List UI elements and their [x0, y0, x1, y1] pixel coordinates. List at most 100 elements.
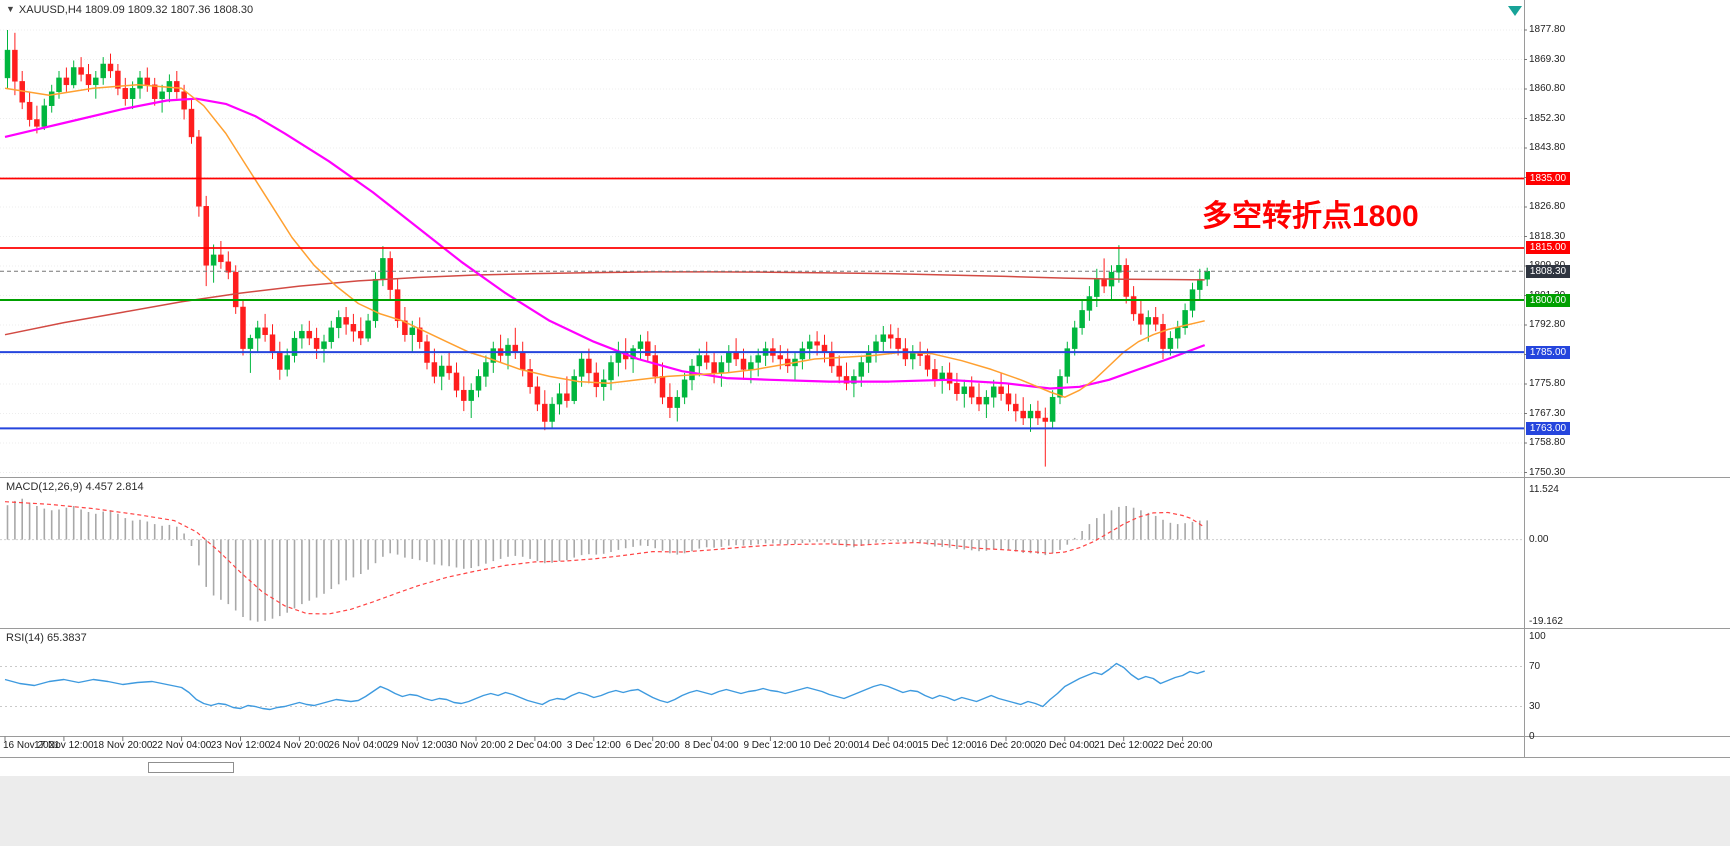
candle-body: [1123, 265, 1129, 297]
time-label[interactable]: 6 Dec 20:00: [625, 740, 680, 751]
candle-body: [932, 369, 938, 381]
time-label[interactable]: 16 Nov 2021: [3, 740, 60, 751]
candle-body: [159, 91, 165, 99]
candle-body: [313, 337, 320, 349]
time-label[interactable]: 30 Nov 20:00: [446, 740, 506, 751]
candle-body: [34, 119, 40, 127]
candle-body: [806, 341, 813, 349]
candle-body: [1020, 410, 1026, 419]
candle-body: [291, 337, 298, 356]
rsi-scale-label: 0: [1529, 730, 1535, 742]
candle-body: [571, 376, 577, 401]
candle-body: [196, 136, 202, 207]
time-label[interactable]: 22 Dec 20:00: [1152, 740, 1213, 751]
candle-body: [1101, 278, 1107, 287]
time-label[interactable]: 16 Dec 20:00: [976, 740, 1036, 751]
candle-body: [630, 348, 636, 360]
candle-body: [4, 49, 11, 79]
candle-body: [218, 254, 224, 263]
candle-body: [1152, 317, 1159, 325]
candle-body: [718, 362, 725, 374]
time-label[interactable]: 2 Dec 04:00: [507, 740, 562, 751]
ma-slow-red-line: [4, 271, 1205, 336]
time-label[interactable]: 10 Dec 20:00: [799, 740, 860, 751]
chart-dropdown-triangle-icon[interactable]: ▼: [6, 4, 15, 14]
candle-body: [299, 330, 305, 339]
candle-body: [740, 358, 747, 370]
time-label[interactable]: 20 Dec 04:00: [1035, 740, 1095, 751]
candle-body: [887, 334, 894, 339]
time-label[interactable]: 24 Nov 20:00: [269, 740, 330, 751]
macd-scale-label: 11.524: [1529, 484, 1559, 495]
candle-body: [277, 351, 283, 370]
horizontal-scrollbar-thumb[interactable]: [148, 762, 234, 773]
candle-body: [122, 88, 129, 99]
candle-body: [232, 271, 239, 308]
candle-body: [851, 376, 857, 384]
candle-body: [306, 330, 313, 339]
candle-body: [946, 372, 953, 384]
candle-body: [593, 372, 600, 388]
chart-canvas[interactable]: [0, 0, 1730, 758]
candle-body: [843, 376, 850, 384]
candle-body: [784, 358, 791, 367]
horizontal-scrollbar-track[interactable]: [0, 758, 1730, 776]
candle-body: [519, 351, 526, 370]
scroll-to-end-icon[interactable]: [1508, 6, 1522, 16]
candle-body: [461, 389, 467, 401]
candle-body: [836, 365, 842, 377]
candle-body: [269, 334, 276, 353]
price-tick-label: 1792.80: [1529, 319, 1566, 330]
candle-body: [284, 355, 290, 370]
candle-body: [431, 362, 438, 377]
price-tick-label: 1767.30: [1529, 407, 1566, 419]
time-label[interactable]: 9 Dec 12:00: [743, 740, 798, 751]
time-label[interactable]: 23 Nov 12:00: [210, 740, 271, 751]
ma-fast-orange-line: [4, 84, 1205, 398]
time-label[interactable]: 8 Dec 04:00: [684, 740, 739, 751]
candle-body: [549, 403, 555, 422]
price-tick-label: 1750.30: [1529, 466, 1566, 478]
candle-body: [1071, 327, 1078, 349]
candle-body: [1116, 265, 1122, 273]
candle-body: [556, 393, 563, 405]
candle-body: [438, 365, 445, 377]
candle-body: [321, 341, 327, 349]
candle-body: [402, 320, 408, 335]
time-label[interactable]: 26 Nov 04:00: [328, 740, 389, 751]
time-label[interactable]: 18 Nov 20:00: [93, 740, 153, 751]
candle-body: [358, 330, 364, 339]
time-label[interactable]: 17 Nov 12:00: [34, 740, 94, 751]
candle-body: [505, 344, 511, 356]
macd-scale-label: -19.162: [1529, 616, 1563, 627]
candle-body: [615, 351, 622, 363]
candle-body: [873, 341, 879, 353]
candle-body: [446, 365, 452, 374]
candle-body: [1197, 278, 1203, 290]
time-label[interactable]: 29 Nov 12:00: [387, 740, 447, 751]
rsi-scale-label: 30: [1529, 700, 1541, 712]
price-level-badge: 1815.00: [1526, 241, 1570, 255]
time-label[interactable]: 15 Dec 12:00: [917, 740, 977, 751]
candle-body: [41, 105, 48, 127]
candle-body: [203, 206, 209, 266]
time-label[interactable]: 22 Nov 04:00: [151, 740, 212, 751]
candle-body: [1035, 410, 1041, 419]
macd-signal-line: [4, 501, 1206, 615]
candle-body: [1013, 403, 1019, 412]
candle-body: [586, 358, 592, 374]
price-tick-label: 1775.80: [1529, 378, 1566, 389]
candle-body: [1079, 310, 1085, 329]
candle-body: [1138, 313, 1144, 325]
candle-body: [703, 355, 710, 363]
time-label[interactable]: 14 Dec 04:00: [858, 740, 918, 751]
candle-body: [365, 320, 371, 339]
chart-annotation-text[interactable]: 多空转折点1800: [1202, 200, 1419, 233]
time-label[interactable]: 3 Dec 12:00: [566, 740, 621, 751]
time-label[interactable]: 21 Dec 12:00: [1093, 740, 1154, 751]
candle-body: [1204, 270, 1210, 280]
candle-body: [542, 403, 548, 422]
candle-body: [1174, 327, 1181, 339]
price-tick-label: 1758.80: [1529, 437, 1566, 448]
